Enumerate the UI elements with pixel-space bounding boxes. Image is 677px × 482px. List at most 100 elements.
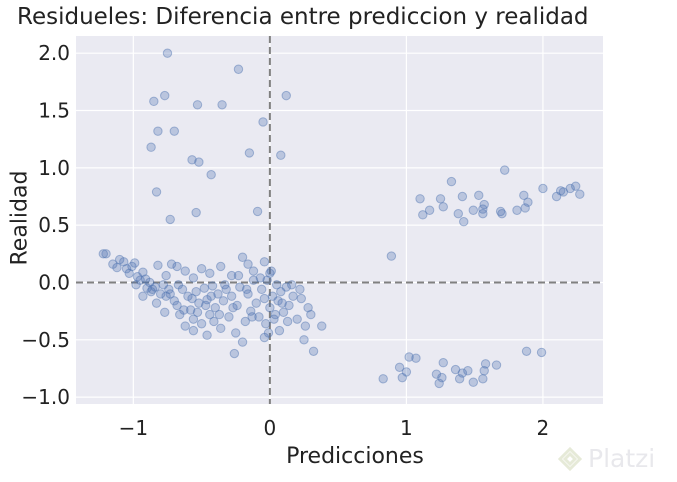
data-point: [119, 257, 129, 267]
data-point: [188, 325, 199, 336]
data-point: [247, 312, 257, 322]
data-points: [98, 48, 585, 389]
data-point: [224, 312, 234, 322]
data-point: [468, 205, 478, 215]
data-point: [295, 284, 305, 295]
data-point: [243, 259, 253, 269]
y-tick-label: 2.0: [38, 41, 70, 65]
data-point: [248, 275, 259, 285]
data-point: [251, 298, 261, 308]
data-point: [269, 314, 279, 324]
data-point: [194, 157, 204, 167]
data-point: [112, 262, 122, 273]
data-point: [179, 305, 189, 315]
data-point: [192, 100, 203, 110]
platzi-logo-icon: [558, 446, 582, 471]
data-point: [292, 314, 302, 324]
data-point: [142, 283, 152, 293]
data-point: [453, 208, 463, 219]
data-point: [519, 190, 529, 201]
data-point: [235, 282, 245, 292]
data-point: [438, 202, 448, 212]
data-point: [538, 183, 548, 194]
data-point: [575, 189, 585, 199]
data-point: [233, 64, 244, 74]
data-point: [177, 284, 188, 295]
data-point: [424, 205, 435, 215]
data-point: [216, 323, 226, 334]
data-point: [262, 275, 272, 285]
data-point: [254, 312, 264, 322]
data-point: [246, 306, 256, 316]
data-point: [199, 283, 210, 293]
data-point: [191, 207, 201, 218]
data-point: [101, 249, 111, 259]
y-tick-labels: −1.0 −0.5 0.0 0.5 1.0 1.5 2.0: [21, 41, 70, 409]
data-point: [138, 291, 148, 301]
data-point: [457, 191, 468, 202]
data-point: [213, 289, 223, 299]
data-point: [259, 257, 270, 267]
data-point: [404, 352, 414, 362]
data-point: [173, 280, 184, 290]
data-point: [263, 328, 274, 338]
data-point: [98, 249, 109, 259]
data-point: [273, 296, 283, 306]
data-point: [258, 117, 268, 127]
data-point: [523, 197, 533, 207]
data-point: [282, 316, 293, 327]
data-point: [162, 48, 173, 58]
x-tick-label: 2: [537, 416, 550, 440]
data-point: [209, 316, 219, 327]
data-point: [165, 289, 175, 299]
x-tick-label: 0: [264, 416, 277, 440]
data-point: [479, 366, 489, 376]
data-point: [248, 266, 259, 276]
data-point: [216, 261, 226, 272]
data-point: [228, 303, 238, 313]
data-point: [218, 296, 229, 306]
data-point: [169, 126, 180, 136]
data-point: [278, 307, 289, 317]
data-point: [491, 360, 502, 370]
data-point: [394, 362, 405, 373]
data-point: [474, 190, 484, 201]
data-point: [158, 280, 169, 290]
x-axis-label: Predicciones: [286, 444, 424, 469]
data-point: [386, 251, 397, 261]
data-point: [237, 252, 248, 262]
data-point: [149, 96, 159, 107]
data-point: [270, 309, 281, 320]
data-point: [570, 181, 581, 191]
data-point: [180, 266, 190, 276]
data-point: [437, 372, 447, 383]
data-point: [435, 194, 446, 204]
data-point: [308, 346, 319, 356]
data-point: [296, 293, 306, 304]
data-point: [457, 368, 468, 378]
data-point: [497, 208, 507, 219]
data-point: [459, 217, 469, 227]
data-point: [521, 346, 532, 356]
data-point: [202, 294, 212, 305]
data-point: [299, 335, 309, 345]
data-point: [127, 261, 137, 272]
y-tick-label: −1.0: [21, 385, 70, 409]
data-point: [478, 208, 488, 219]
data-point: [276, 150, 286, 160]
data-point: [266, 266, 276, 276]
data-point: [454, 374, 465, 384]
x-tick-label: 1: [400, 416, 413, 440]
data-point: [192, 307, 203, 317]
data-point: [187, 293, 197, 304]
y-tick-label: 1.5: [38, 99, 70, 123]
data-point: [565, 183, 575, 194]
data-point: [478, 204, 488, 214]
data-point: [287, 280, 297, 290]
data-point: [194, 298, 204, 308]
data-point: [169, 296, 180, 306]
data-point: [166, 259, 177, 269]
data-point: [237, 337, 248, 347]
data-point: [434, 378, 444, 389]
data-point: [271, 280, 282, 290]
